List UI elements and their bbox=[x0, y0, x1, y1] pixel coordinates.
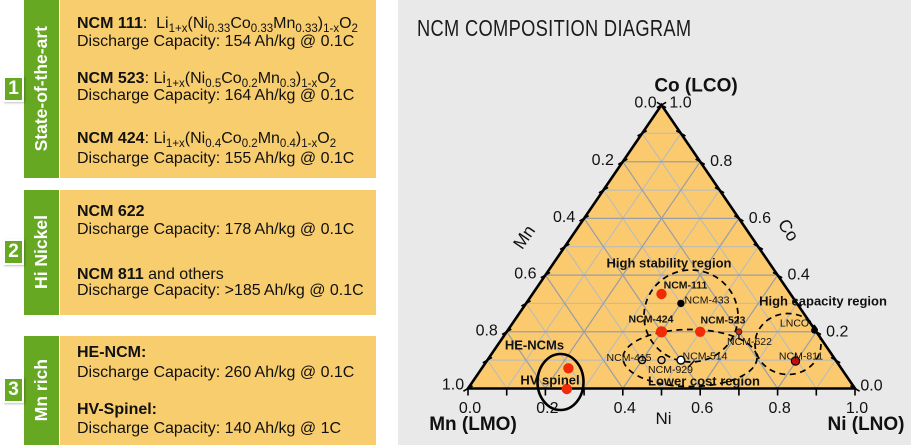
svg-text:Lower cost region: Lower cost region bbox=[648, 374, 760, 389]
svg-text:0.4: 0.4 bbox=[787, 267, 809, 284]
svg-text:0.0: 0.0 bbox=[634, 95, 656, 112]
svg-text:NCM-811: NCM-811 bbox=[779, 351, 823, 363]
svg-text:NCM-929: NCM-929 bbox=[648, 364, 693, 376]
svg-text:NCM-622: NCM-622 bbox=[727, 336, 772, 348]
svg-text:1.0: 1.0 bbox=[669, 95, 691, 112]
svg-text:NCM-523: NCM-523 bbox=[701, 315, 746, 327]
svg-text:Ni (LNO): Ni (LNO) bbox=[827, 414, 904, 435]
svg-text:HE-NCMs: HE-NCMs bbox=[505, 338, 564, 353]
svg-text:0.2: 0.2 bbox=[592, 152, 614, 169]
svg-text:Mn (LMO): Mn (LMO) bbox=[429, 414, 517, 435]
svg-text:0.2: 0.2 bbox=[536, 400, 558, 417]
svg-text:0.4: 0.4 bbox=[553, 209, 575, 226]
svg-text:NCM-514: NCM-514 bbox=[683, 351, 728, 363]
svg-text:0.0: 0.0 bbox=[860, 378, 882, 395]
svg-text:Ni: Ni bbox=[655, 409, 671, 428]
svg-text:0.4: 0.4 bbox=[614, 400, 636, 417]
svg-text:NCM-111: NCM-111 bbox=[664, 280, 708, 292]
svg-text:1.0: 1.0 bbox=[846, 400, 868, 417]
svg-text:0.8: 0.8 bbox=[476, 322, 498, 339]
svg-text:0.6: 0.6 bbox=[749, 210, 771, 227]
svg-text:LNCO: LNCO bbox=[780, 318, 809, 330]
svg-text:HV spinel: HV spinel bbox=[520, 373, 579, 388]
svg-text:NCM-433: NCM-433 bbox=[685, 295, 730, 307]
svg-text:0.6: 0.6 bbox=[514, 266, 536, 283]
svg-text:High capacity region: High capacity region bbox=[759, 294, 887, 309]
svg-text:NCM-424: NCM-424 bbox=[629, 314, 674, 326]
svg-text:NCM-415: NCM-415 bbox=[607, 352, 652, 364]
svg-text:0.8: 0.8 bbox=[710, 153, 732, 170]
svg-text:High stability region: High stability region bbox=[607, 256, 732, 271]
svg-text:0.0: 0.0 bbox=[459, 400, 481, 417]
svg-text:0.8: 0.8 bbox=[768, 400, 790, 417]
svg-text:1.0: 1.0 bbox=[442, 377, 464, 394]
svg-text:0.2: 0.2 bbox=[826, 323, 848, 340]
svg-text:Co (LCO): Co (LCO) bbox=[654, 76, 737, 97]
svg-text:0.6: 0.6 bbox=[691, 400, 713, 417]
